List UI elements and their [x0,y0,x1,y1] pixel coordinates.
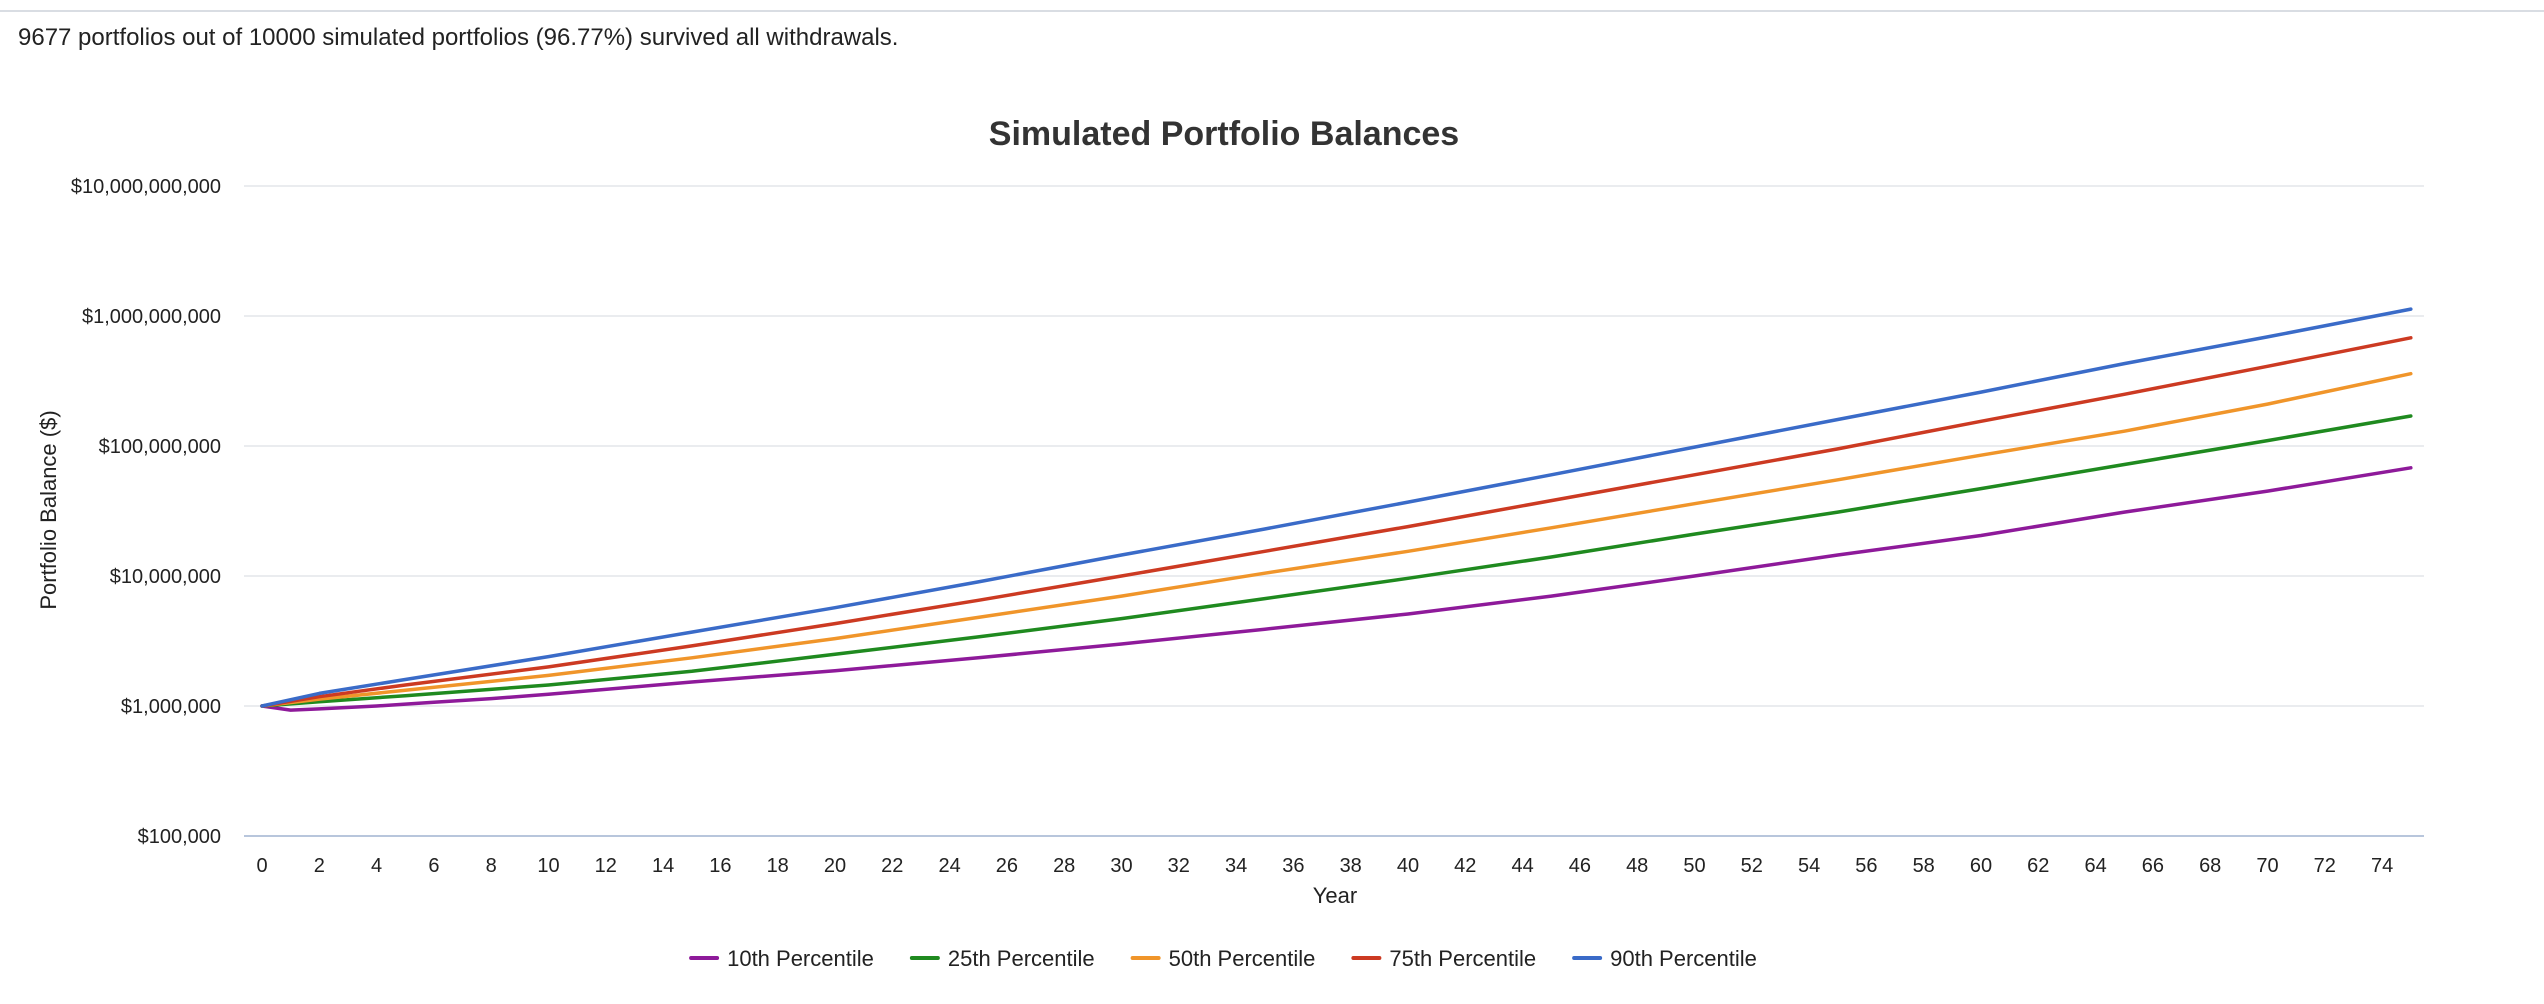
x-tick-label: 2 [314,855,325,877]
series-line-25th-percentile[interactable] [260,414,2413,708]
y-tick-label: $1,000,000 [121,696,221,718]
x-tick-label: 48 [1626,855,1648,877]
x-tick-label: 54 [1798,855,1820,877]
x-tick-label: 34 [1225,855,1247,877]
x-tick-label: 58 [1913,855,1935,877]
x-tick-label: 62 [2027,855,2049,877]
x-tick-label: 6 [428,855,439,877]
series-line-10th-percentile[interactable] [260,466,2413,712]
x-tick-label: 44 [1511,855,1533,877]
x-tick-label: 42 [1454,855,1476,877]
legend-label: 50th Percentile [1169,946,1316,971]
x-tick-label: 28 [1053,855,1075,877]
x-tick-label: 64 [2084,855,2106,877]
series-layer [260,307,2413,712]
x-tick-label: 40 [1397,855,1419,877]
series-line-90th-percentile[interactable] [260,307,2413,708]
y-tick-label: $1,000,000,000 [82,306,221,328]
legend-label: 90th Percentile [1610,946,1757,971]
x-tick-label: 68 [2199,855,2221,877]
x-tick-label: 16 [709,855,731,877]
legend-item-50th-percentile[interactable]: 50th Percentile [1130,946,1316,971]
x-tick-label: 72 [2314,855,2336,877]
legend-item-10th-percentile[interactable]: 10th Percentile [689,946,874,971]
chart-title: Simulated Portfolio Balances [989,115,1459,153]
x-tick-label: 36 [1282,855,1304,877]
top-divider [0,10,2544,12]
chart-svg: Simulated Portfolio Balances $100,000 $1,… [36,115,2424,971]
legend-label: 75th Percentile [1389,946,1536,971]
legend-item-25th-percentile[interactable]: 25th Percentile [909,946,1095,971]
portfolio-balance-chart: Simulated Portfolio Balances $100,000 $1,… [0,96,2544,996]
x-tick-label: 8 [486,855,497,877]
x-tick-label: 46 [1569,855,1591,877]
x-tick-label: 56 [1855,855,1877,877]
x-tick-label: 52 [1741,855,1763,877]
x-tick-label: 14 [652,855,674,877]
legend-label: 10th Percentile [727,946,874,971]
y-tick-labels: $100,000 $1,000,000 $10,000,000 $100,000,00… [71,176,221,848]
legend-item-75th-percentile[interactable]: 75th Percentile [1351,946,1536,971]
y-tick-label: $10,000,000 [110,566,221,588]
y-tick-label: $100,000,000 [99,436,221,458]
grid-layer [244,185,2424,707]
x-tick-label: 70 [2256,855,2278,877]
x-tick-label: 66 [2142,855,2164,877]
x-tick-label: 38 [1340,855,1362,877]
chart-legend[interactable]: 10th Percentile 25th Percentile 50th Perce… [689,946,1757,971]
x-tick-label: 22 [881,855,903,877]
x-tick-label: 60 [1970,855,1992,877]
survival-summary-text: 9677 portfolios out of 10000 simulated p… [18,24,899,51]
legend-label: 25th Percentile [948,946,1095,971]
x-tick-label: 26 [996,855,1018,877]
x-tick-label: 50 [1683,855,1705,877]
x-axis-label: Year [1313,883,1357,908]
x-tick-labels: 0 2 4 6 8 10 12 14 16 18 20 22 24 26 28 30 32 34 36 38 40 42 4… [256,855,2393,877]
series-line-75th-percentile[interactable] [260,336,2413,708]
x-tick-label: 0 [256,855,267,877]
x-tick-label: 12 [595,855,617,877]
x-tick-label: 74 [2371,855,2393,877]
x-tick-label: 24 [938,855,960,877]
x-tick-label: 10 [537,855,559,877]
series-line-50th-percentile[interactable] [260,371,2413,708]
x-tick-label: 32 [1168,855,1190,877]
x-tick-label: 4 [371,855,382,877]
x-tick-label: 20 [824,855,846,877]
y-axis-label: Portfolio Balance ($) [36,410,61,609]
x-tick-label: 30 [1110,855,1132,877]
y-tick-label: $10,000,000,000 [71,176,221,198]
y-tick-label: $100,000 [138,826,221,848]
x-tick-label: 18 [767,855,789,877]
legend-item-90th-percentile[interactable]: 90th Percentile [1572,946,1757,971]
